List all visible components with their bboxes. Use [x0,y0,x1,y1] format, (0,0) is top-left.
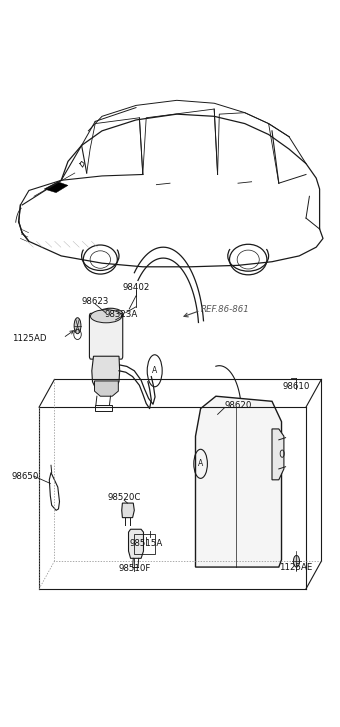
Text: 98510F: 98510F [118,564,151,573]
Text: 98610: 98610 [282,382,309,391]
Polygon shape [44,182,68,193]
Text: 98402: 98402 [122,284,150,292]
Ellipse shape [90,310,122,323]
FancyBboxPatch shape [89,313,123,359]
Text: 98520C: 98520C [107,494,141,502]
Ellipse shape [293,555,300,567]
Polygon shape [272,429,284,480]
Polygon shape [195,396,282,567]
Polygon shape [92,356,120,394]
Polygon shape [95,381,118,396]
Text: REF.86-861: REF.86-861 [201,305,249,314]
Text: A: A [198,459,203,468]
Ellipse shape [74,318,81,334]
Text: 98623: 98623 [82,297,109,306]
Text: A: A [152,366,157,375]
Text: 98620: 98620 [224,401,252,410]
Polygon shape [129,529,143,558]
Text: 98323A: 98323A [104,310,137,319]
Text: 98515A: 98515A [130,539,163,547]
Text: 1125AD: 1125AD [12,334,46,342]
Ellipse shape [98,308,123,321]
Polygon shape [122,503,134,518]
Text: 98650: 98650 [12,472,39,481]
Text: 1125AE: 1125AE [279,563,312,572]
